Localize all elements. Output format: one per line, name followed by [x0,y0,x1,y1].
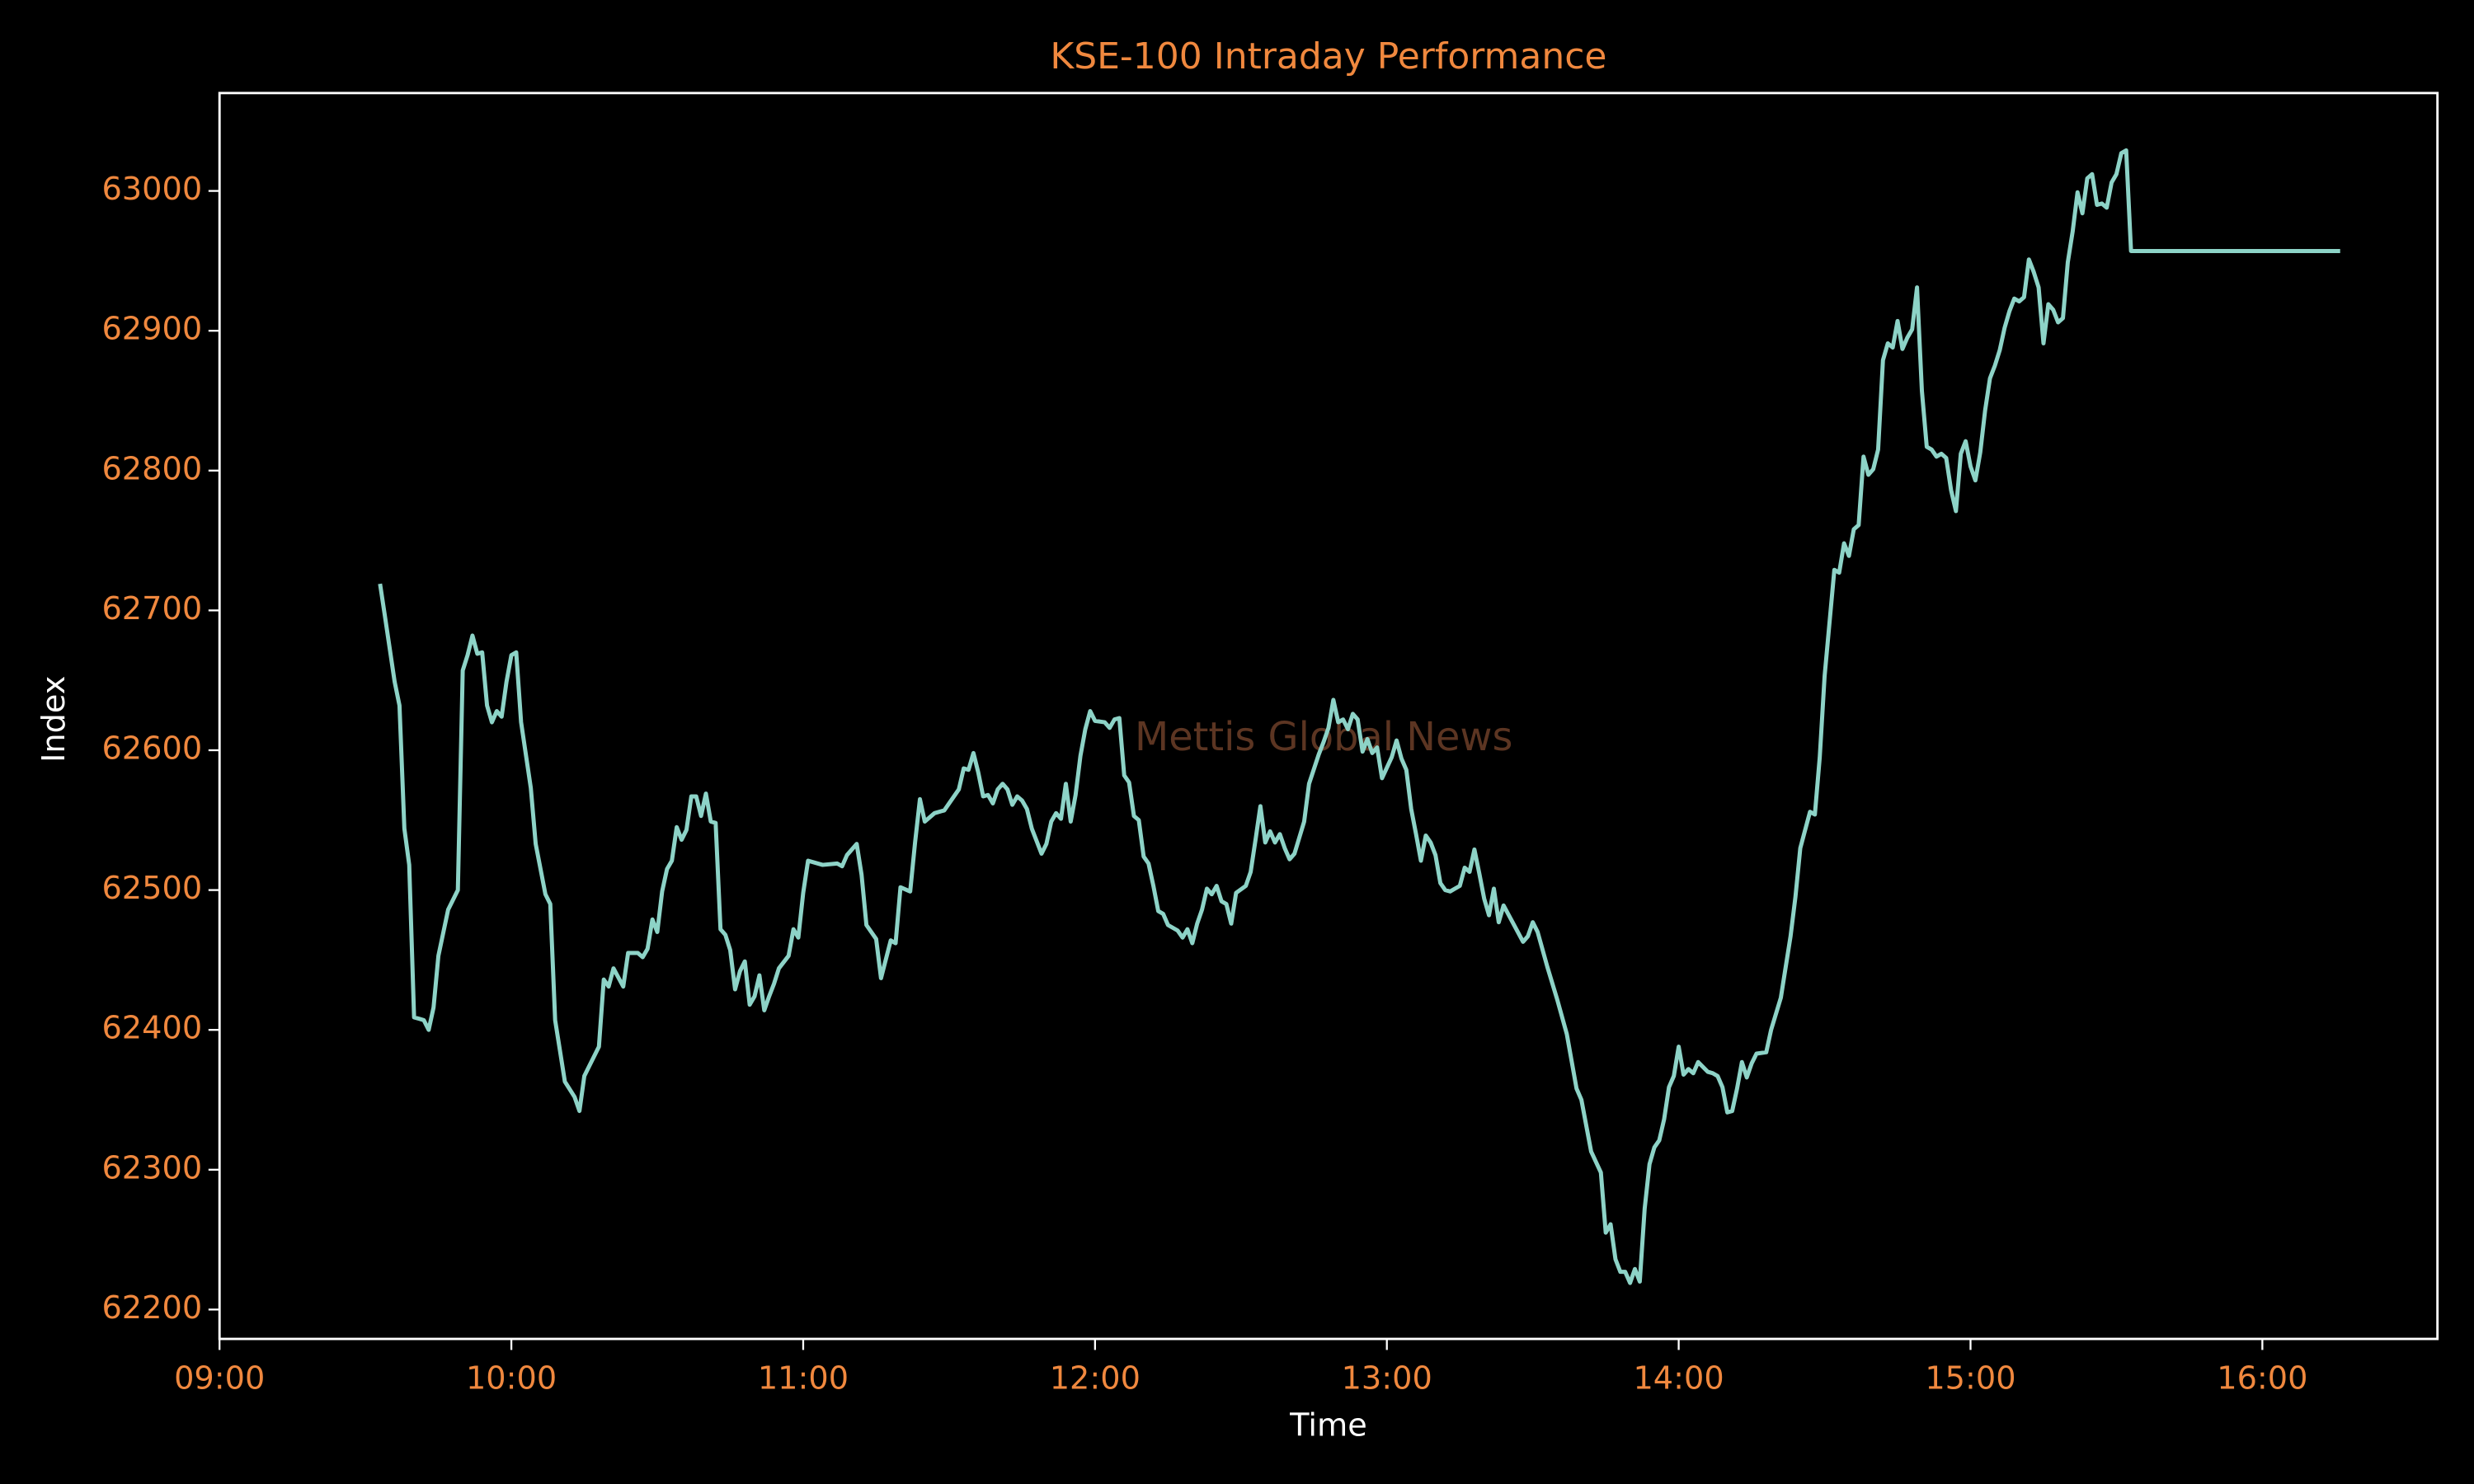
chart-title: KSE-100 Intraday Performance [1050,35,1606,77]
x-axis-label: Time [1289,1407,1367,1444]
y-tick-label: 63000 [101,171,202,208]
x-tick-label: 14:00 [1633,1360,1724,1397]
index-line [378,148,2340,1285]
y-tick-label: 62600 [101,730,202,767]
x-tick-label: 09:00 [174,1360,265,1397]
x-tick-label: 16:00 [2217,1360,2307,1397]
y-tick-label: 62700 [101,590,202,627]
x-tick-label: 12:00 [1050,1360,1141,1397]
y-tick-label: 62400 [101,1010,202,1047]
plot-frame [218,92,2439,1341]
y-tick-label: 62900 [101,311,202,348]
y-tick-label: 62300 [101,1149,202,1186]
x-tick-label: 11:00 [758,1360,849,1397]
x-tick-label: 15:00 [1925,1360,2015,1397]
x-tick-label: 13:00 [1342,1360,1432,1397]
y-tick-label: 62800 [101,450,202,487]
y-tick-label: 62500 [101,870,202,907]
x-tick-label: 10:00 [466,1360,557,1397]
y-tick-label: 62200 [101,1289,202,1327]
y-axis-label: Index [35,676,73,763]
